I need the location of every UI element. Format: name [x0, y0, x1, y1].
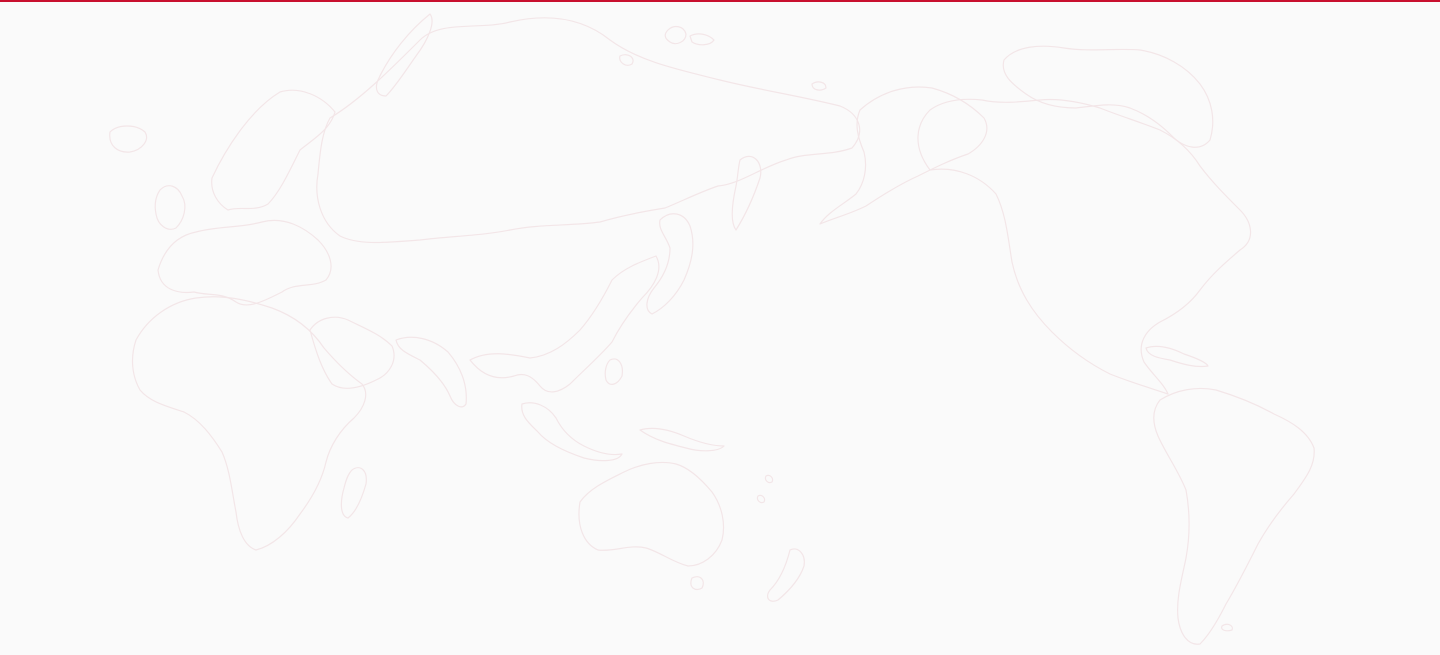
novaya-zemlya-outline: [375, 13, 433, 97]
indonesia-outline: [521, 358, 725, 462]
arctic-islands-outline: [619, 25, 827, 91]
pacific-islands-outline: [756, 474, 774, 504]
madagascar-outline: [340, 467, 367, 519]
new-zealand-outline: [766, 548, 805, 602]
japan-outline: [646, 213, 694, 315]
greenland-outline: [1002, 45, 1214, 148]
arabia-outline: [309, 316, 395, 389]
caribbean-outline: [1145, 345, 1209, 368]
africa-outline: [131, 296, 367, 551]
europe-outline: [157, 219, 332, 306]
kamchatka-outline: [731, 155, 762, 231]
australia-outline: [578, 461, 725, 567]
india-outline: [395, 336, 467, 408]
top-accent-bar: [0, 0, 1440, 2]
north-asia-outline: [316, 17, 861, 244]
iceland-outline: [109, 125, 148, 153]
north-america-outline: [917, 98, 1252, 395]
tasmania-outline: [690, 576, 704, 591]
falklands-outline: [1221, 623, 1233, 632]
east-asia-outline: [469, 255, 660, 393]
south-america-outline: [1153, 387, 1315, 645]
british-isles-outline: [154, 185, 186, 230]
alaska-outline: [819, 86, 988, 225]
scandinavia-outline: [211, 89, 336, 211]
